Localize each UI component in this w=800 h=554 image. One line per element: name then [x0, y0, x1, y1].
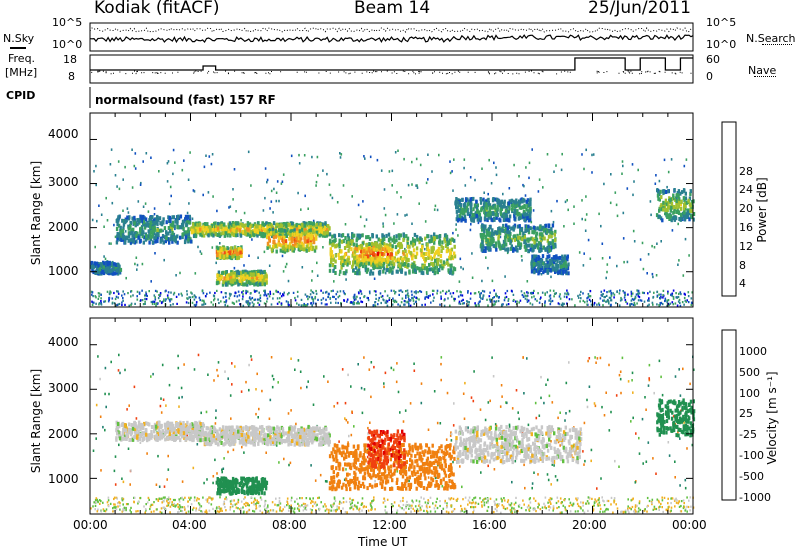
power-echo-region-3 [215, 245, 244, 261]
power-echo-region-9 [479, 223, 557, 254]
vel-echo-region-1 [203, 424, 331, 447]
cpid-label: CPID [6, 89, 36, 102]
nave-series-dots [91, 70, 692, 75]
vel-echo-region-4 [367, 429, 407, 469]
xtick-1200: 12:00 [372, 518, 407, 532]
nave-tick-low: 0 [706, 70, 713, 83]
power-cb-tick-16: 16 [739, 221, 753, 234]
power-echo-region-4 [215, 269, 268, 287]
velocity-colorbar-frame [721, 329, 737, 501]
power-ground-scatter [90, 289, 693, 307]
vel-echo-region-5 [454, 424, 583, 465]
velocity-cb-tick-100: 100 [739, 387, 760, 400]
velocity-ytick-2000: 2000 [48, 427, 79, 441]
xtick-1600: 16:00 [472, 518, 507, 532]
velocity-cb-tick-neg500: -500 [739, 470, 764, 483]
velocity-ytick-1000: 1000 [48, 472, 79, 486]
beam-title: Beam 14 [354, 0, 431, 18]
vel-echo-region-2 [215, 476, 269, 496]
power-ytick-2000: 2000 [48, 220, 79, 234]
velocity-cb-tick-25: 25 [739, 407, 753, 420]
nave-label: Nave [748, 64, 777, 77]
power-echo-region-10 [530, 254, 570, 276]
velocity-cb-tick-neg1000: -1000 [739, 491, 771, 504]
xtick-0000: 00:00 [73, 518, 108, 532]
power-cb-tick-20: 20 [739, 202, 753, 215]
power-echo-region-5 [266, 227, 318, 254]
power-colorbar-frame [721, 121, 737, 297]
power-cb-tick-28: 28 [739, 165, 753, 178]
power-cb-tick-8: 8 [739, 259, 746, 272]
xtick-2400: 00:00 [672, 518, 707, 532]
power-ytick-3000: 3000 [48, 175, 79, 189]
freq-units-label: [MHz] [5, 66, 38, 79]
freq-tick-low: 8 [68, 70, 75, 83]
power-panel-bg [90, 113, 693, 307]
xtick-0800: 08:00 [272, 518, 307, 532]
power-ytick-1000: 1000 [48, 264, 79, 278]
nsky-legend-line [10, 47, 26, 49]
power-cb-tick-12: 12 [739, 240, 753, 253]
velocity-ytick-3000: 3000 [48, 381, 79, 395]
power-echo-region-6 [328, 232, 457, 276]
power-ytick-4000: 4000 [48, 127, 79, 141]
vel-panel-bg [90, 318, 693, 514]
freq-series-line [90, 57, 693, 71]
vel-ground-scatter [90, 496, 695, 514]
power-echo-region-1 [115, 214, 193, 245]
nsky-series-line [89, 34, 694, 44]
nsearch-legend-line [762, 44, 792, 45]
nsky-label: N.Sky [3, 32, 35, 45]
velocity-cb-tick-1000: 1000 [739, 345, 767, 358]
vel-echo-region-6 [656, 398, 696, 438]
nsearch-series-line [89, 27, 694, 33]
velocity-ytick-4000: 4000 [48, 335, 79, 349]
nave-tick-high: 60 [706, 53, 720, 66]
freq-tick-high: 18 [63, 53, 77, 66]
nave-legend-line [754, 76, 776, 77]
xtick-0400: 04:00 [172, 518, 207, 532]
nsearch-tick-low: 10^0 [706, 38, 737, 51]
power-echo-region-0 [90, 260, 123, 276]
velocity-cb-tick-neg100: -100 [739, 449, 764, 462]
nsearch-tick-high: 10^5 [706, 16, 737, 29]
velocity-cb-tick-500: 500 [739, 366, 760, 379]
vel-echo-region-0 [115, 420, 206, 443]
freq-panel-frame [89, 54, 694, 84]
nsearch-label: N.Search [746, 32, 796, 45]
power-cb-tick-4: 4 [739, 277, 746, 290]
power-echo-region-11 [655, 188, 696, 223]
station-title: Kodiak (fitACF) [94, 0, 220, 18]
date-title: 25/Jun/2011 [588, 0, 691, 18]
power-echo-region-7 [354, 241, 394, 267]
nsky-tick-high: 10^5 [52, 16, 83, 29]
xtick-2000: 20:00 [572, 518, 607, 532]
xaxis-label: Time UT [358, 535, 408, 549]
power-cb-tick-24: 24 [739, 183, 753, 196]
power-echo-region-8 [454, 196, 532, 223]
nsky-panel-frame [89, 22, 694, 52]
velocity-cb-tick-neg25: -25 [739, 428, 757, 441]
cpid-text: normalsound (fast) 157 RF [95, 93, 276, 107]
nsky-tick-low: 10^0 [52, 38, 83, 51]
freq-label: Freq. [8, 52, 36, 65]
